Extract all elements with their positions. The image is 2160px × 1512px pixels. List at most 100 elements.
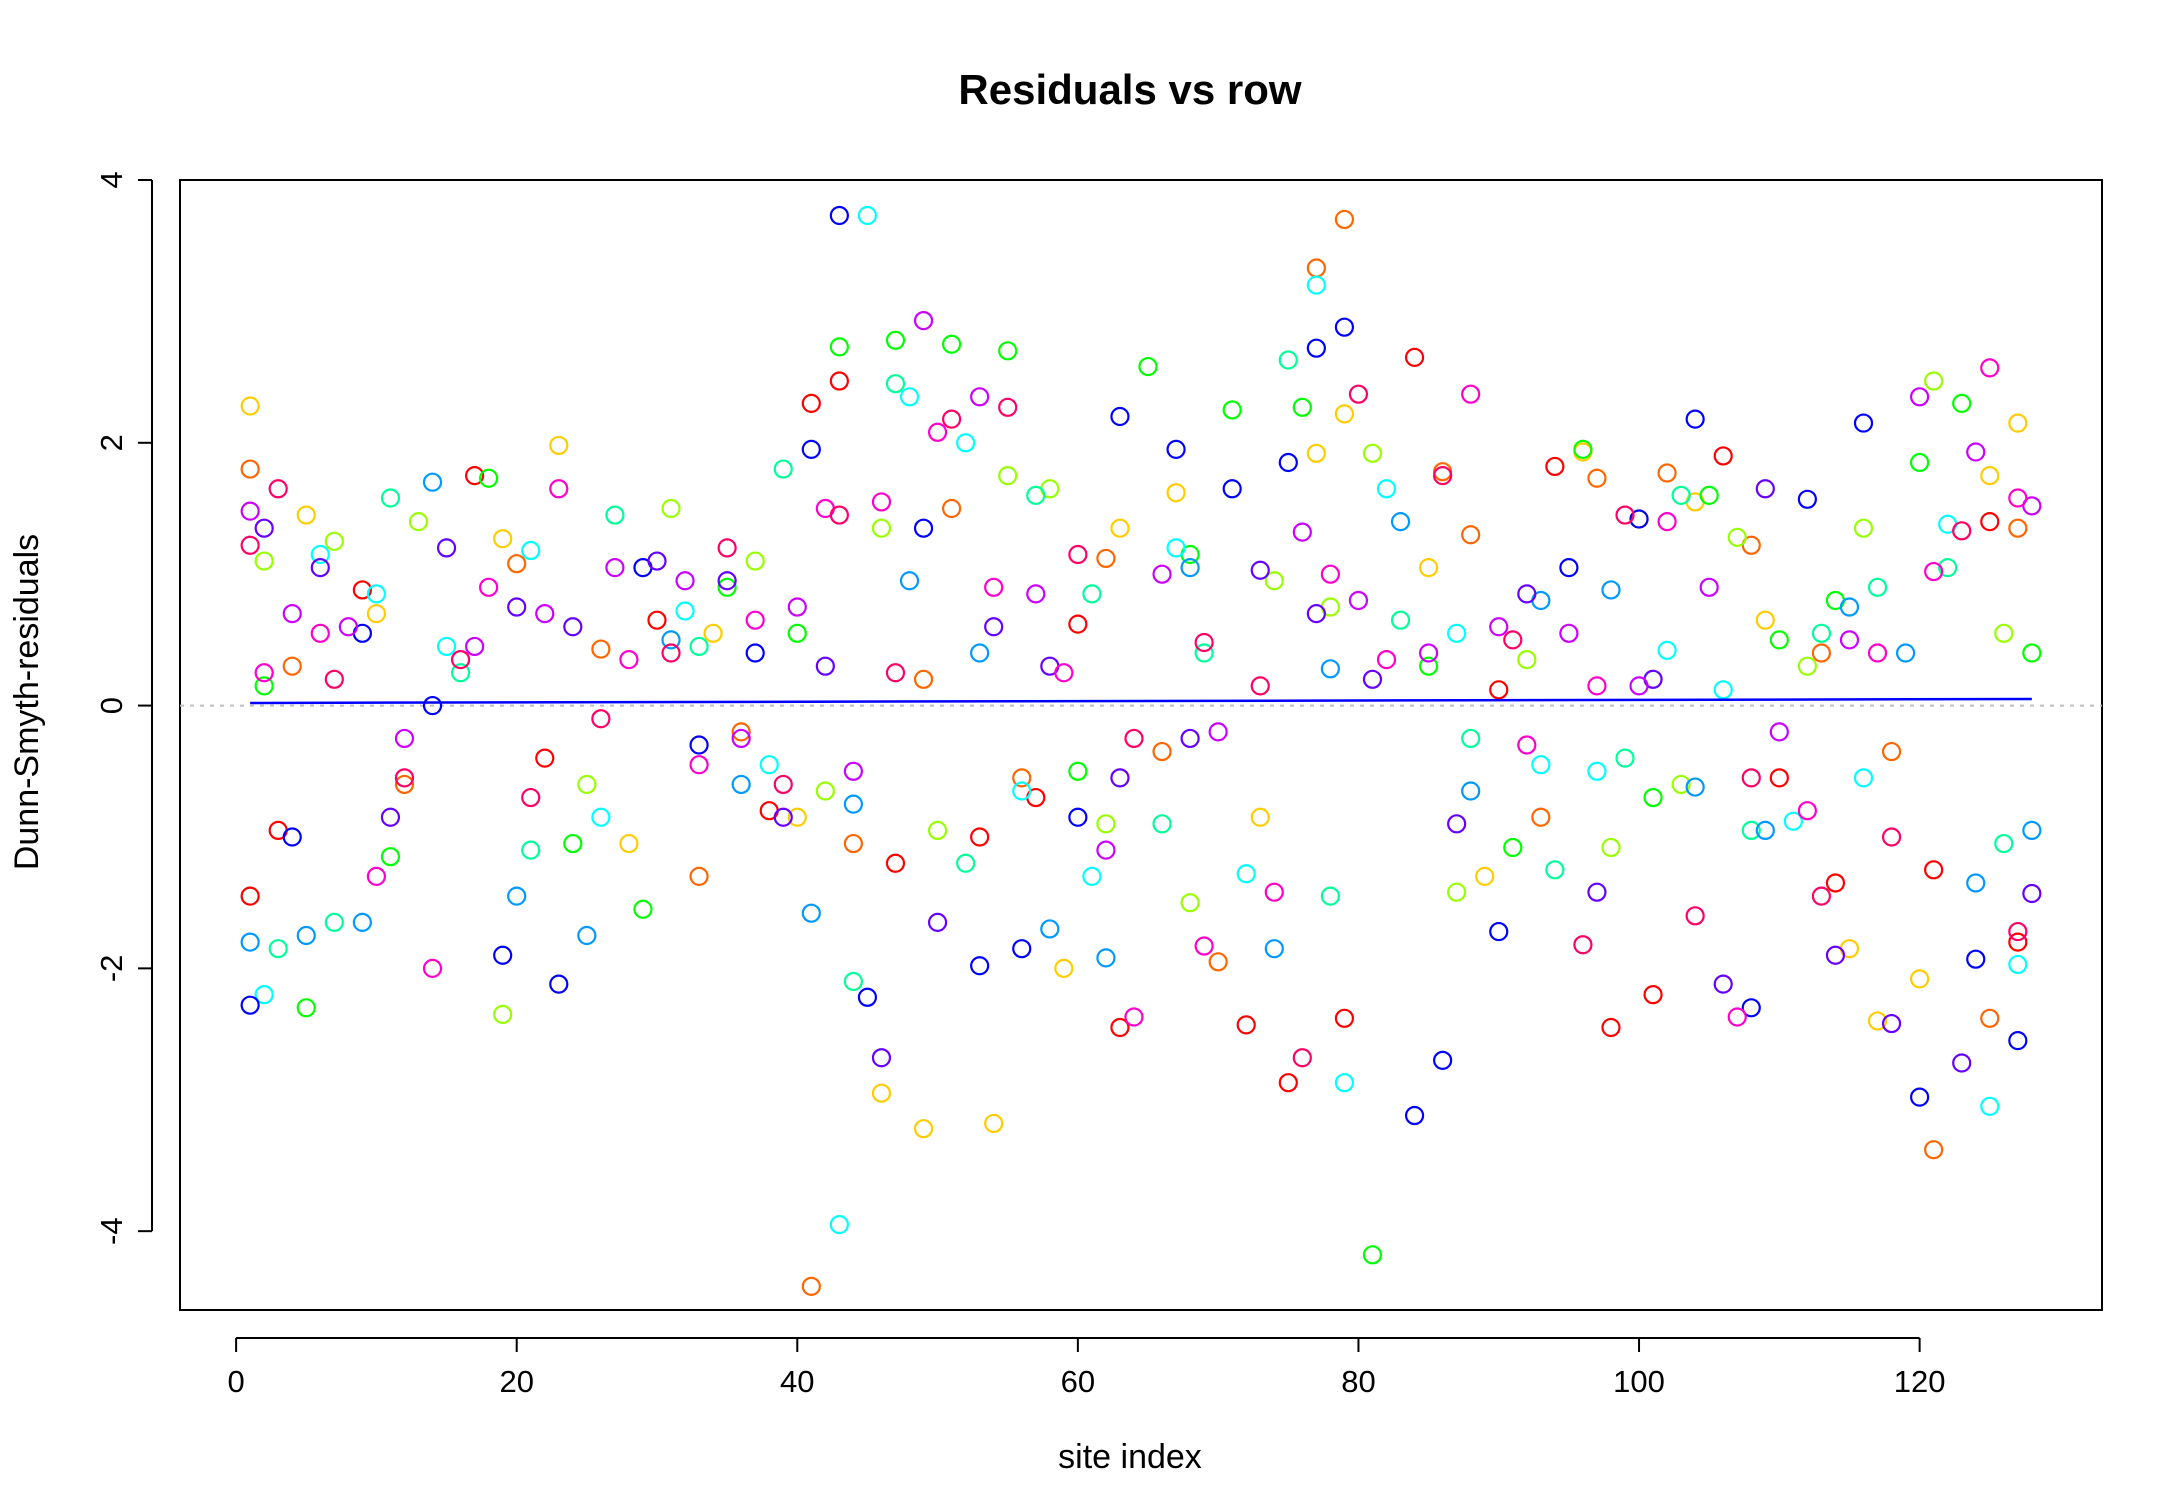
scatter-point [1292, 1048, 1312, 1068]
scatter-point [1362, 1245, 1383, 1265]
scatter-point [268, 939, 288, 959]
scatter-point [1433, 466, 1453, 486]
scatter-point [619, 649, 639, 670]
scatter-point [1643, 985, 1663, 1005]
scatter-point [899, 387, 920, 407]
scatter-point [731, 728, 751, 749]
scatter-point [1924, 561, 1944, 582]
scatter-point [1881, 1013, 1902, 1034]
scatter-point [240, 886, 260, 906]
scatter-point [1292, 522, 1312, 542]
scatter-point [1769, 722, 1789, 742]
scatter-point [1012, 781, 1032, 801]
scatter-point [1601, 1017, 1621, 1038]
scatter-point [1068, 544, 1088, 565]
scatter-point [1643, 787, 1663, 808]
scatter-point [1110, 768, 1130, 788]
scatter-point [1180, 893, 1200, 913]
scatter-point [1320, 564, 1340, 584]
scatter-point [745, 643, 765, 663]
scatter-point [1685, 777, 1705, 797]
scatter-point [240, 501, 260, 521]
scatter-point [1334, 317, 1355, 337]
scatter-point [1306, 258, 1326, 278]
scatter-point [1110, 406, 1130, 427]
scatter-point [1124, 1007, 1144, 1027]
scatter-point [1867, 643, 1888, 663]
scatter-point [1685, 906, 1705, 926]
scatter-point [1713, 974, 1733, 994]
scatter-point [563, 833, 583, 854]
scatter-point [1741, 535, 1761, 555]
scatter-point [913, 518, 934, 538]
scatter-point [1489, 617, 1509, 637]
scatter-point [1980, 512, 2000, 532]
scatter-point [731, 774, 751, 795]
scatter-point [1334, 209, 1355, 230]
scatter-point [1418, 643, 1439, 663]
scatter-point [1783, 811, 1803, 831]
scatter-point [689, 636, 709, 657]
scatter-point [871, 1083, 892, 1103]
scatter-point [899, 571, 920, 591]
scatter-point [2022, 496, 2042, 516]
scatter-point [1334, 404, 1355, 424]
scatter-point [324, 531, 344, 551]
scatter-point [1447, 623, 1467, 643]
scatter-point [956, 433, 976, 453]
scatter-point [1026, 584, 1046, 604]
scatter-point [1629, 676, 1649, 696]
scatter-point [1755, 610, 1775, 630]
scatter-point [942, 498, 962, 519]
x-tick-label: 60 [1061, 1364, 1095, 1399]
scatter-point [1587, 761, 1607, 781]
scatter-point [479, 468, 499, 488]
scatter-point [465, 636, 485, 657]
scatter-point [1264, 571, 1284, 591]
scatter-point [927, 912, 948, 932]
y-tick-label: 0 [94, 697, 129, 714]
scatter-point [689, 866, 709, 886]
scatter-point [717, 577, 737, 597]
scatter-point [773, 459, 793, 479]
scatter-point [1012, 768, 1032, 788]
scatter-point [240, 459, 260, 479]
scatter-point [1657, 463, 1677, 483]
scatter-point [366, 584, 387, 604]
scatter-point [1727, 527, 1747, 547]
scatter-point [956, 853, 976, 873]
scatter-point [703, 623, 723, 643]
scatter-point [1685, 409, 1705, 429]
y-tick-label: -4 [94, 1217, 129, 1245]
scatter-point [1755, 479, 1775, 499]
scatter-point [549, 974, 569, 994]
scatter-point [1811, 643, 1832, 663]
scatter-point [324, 912, 344, 932]
scatter-point [871, 492, 892, 512]
scatter-point [296, 998, 316, 1018]
scatter-point [759, 755, 779, 775]
scatter-point [1012, 939, 1032, 959]
scatter-point [1825, 945, 1846, 965]
scatter-point [1489, 680, 1509, 700]
scatter-point [1924, 860, 1944, 880]
scatter-point [1966, 442, 1986, 462]
scatter-point [1587, 882, 1607, 902]
scatter-point [661, 630, 681, 650]
scatter-point [1236, 1015, 1256, 1035]
scatter-point [1797, 801, 1817, 821]
scatter-point [1517, 584, 1537, 604]
scatter-point [1994, 623, 2014, 643]
scatter-point [1980, 358, 2000, 378]
scatter-point [885, 374, 906, 394]
scatter-point [843, 794, 864, 814]
scatter-point [366, 866, 387, 886]
scatter-point [829, 337, 849, 357]
scatter-point [1418, 558, 1439, 578]
x-tick-label: 120 [1894, 1364, 1946, 1399]
scatter-point [1601, 580, 1621, 600]
scatter-point [1615, 748, 1635, 768]
scatter-point [1264, 882, 1284, 902]
scatter-point [324, 669, 344, 689]
scatter-point [2008, 518, 2028, 538]
